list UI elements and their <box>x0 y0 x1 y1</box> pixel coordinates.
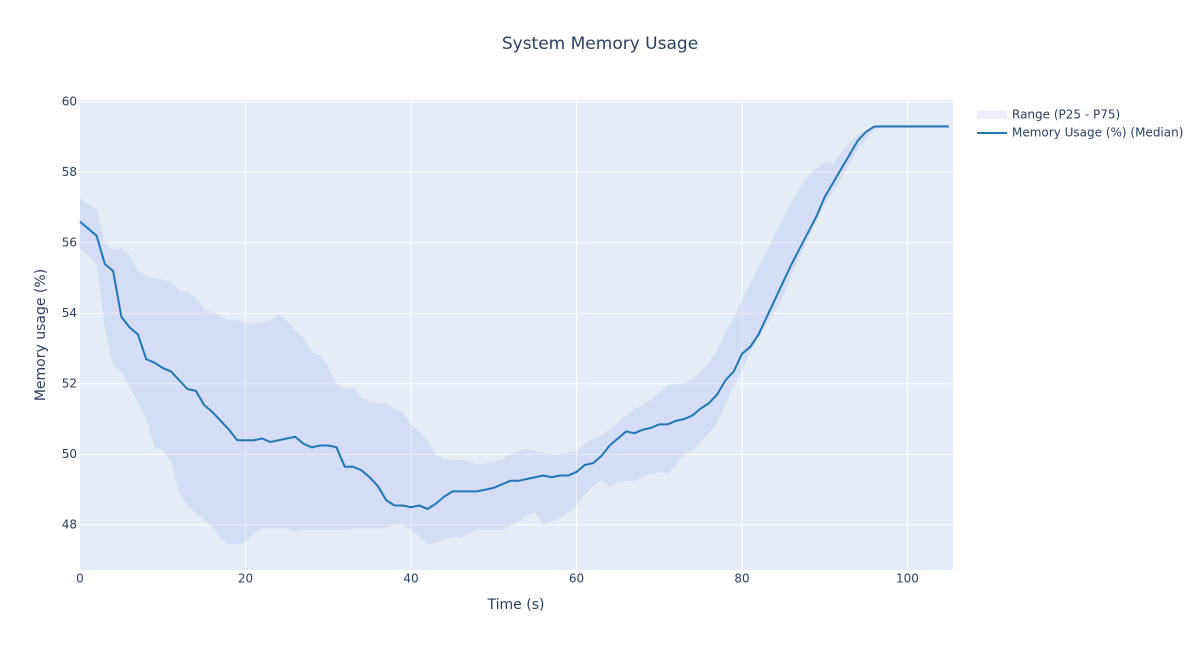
y-tick-label: 48 <box>62 517 77 531</box>
legend: Range (P25 - P75) Memory Usage (%) (Media… <box>977 108 1183 140</box>
y-tick-label: 50 <box>62 447 77 461</box>
y-tick-label: 56 <box>62 235 77 249</box>
legend-swatch <box>977 111 1007 119</box>
x-axis-title: Time (s) <box>487 597 545 613</box>
x-tick-label: 80 <box>734 572 749 586</box>
y-tick-label: 58 <box>62 165 77 179</box>
y-tick-label: 52 <box>62 376 77 390</box>
y-tick-label: 54 <box>62 306 77 320</box>
y-axis-title: Memory usage (%) <box>33 269 49 401</box>
x-tick-label: 40 <box>403 572 418 586</box>
x-tick-label: 20 <box>238 572 253 586</box>
legend-label: Range (P25 - P75) <box>1012 108 1120 122</box>
grid <box>80 100 953 570</box>
y-tick-label: 60 <box>62 94 77 108</box>
marks <box>79 124 949 545</box>
plot-area <box>80 100 953 570</box>
x-tick-label: 60 <box>569 572 584 586</box>
legend-label: Memory Usage (%) (Median) <box>1012 126 1183 140</box>
x-tick-label: 0 <box>76 572 84 586</box>
median-line <box>79 125 949 511</box>
x-tick-label: 100 <box>896 572 919 586</box>
chart-title: System Memory Usage <box>502 34 698 54</box>
